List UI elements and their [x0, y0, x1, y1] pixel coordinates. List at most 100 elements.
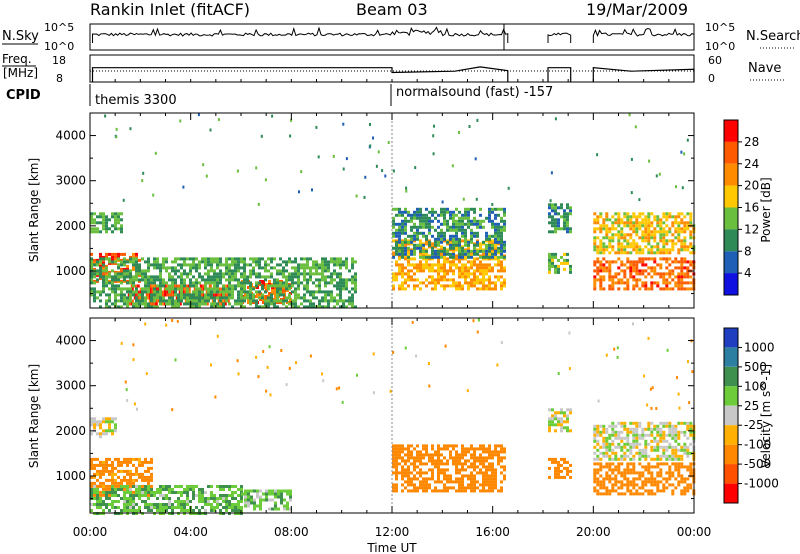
- power-cell: [503, 281, 506, 285]
- power-cell: [443, 263, 446, 267]
- power-cell: [644, 269, 648, 273]
- velocity-cell: [156, 503, 159, 506]
- velocity-cell: [488, 450, 491, 454]
- velocity-cell: [605, 427, 609, 431]
- power-cell: [440, 240, 443, 244]
- power-cell: [497, 225, 500, 229]
- power-cell: [198, 302, 201, 306]
- power-cell: [168, 299, 171, 303]
- velocity-cell: [482, 489, 485, 493]
- power-cell: [650, 236, 654, 240]
- power-cell: [267, 284, 270, 288]
- power-cell: [455, 228, 458, 232]
- power-cell: [183, 257, 186, 261]
- velocity-noise-cell: [132, 343, 135, 347]
- power-cell: [644, 221, 648, 225]
- power-cell: [123, 257, 126, 261]
- velocity-cell: [419, 486, 422, 490]
- power-cell: [557, 258, 560, 262]
- velocity-cell: [482, 462, 485, 466]
- power-cell: [647, 248, 651, 252]
- power-cell: [345, 278, 348, 282]
- velocity-cell: [210, 509, 213, 512]
- power-cell: [117, 221, 120, 225]
- power-cell: [192, 266, 195, 270]
- power-cell: [216, 257, 219, 261]
- power-cell: [192, 296, 195, 300]
- power-cell: [285, 260, 288, 264]
- power-cell: [249, 269, 252, 273]
- power-cell: [491, 243, 494, 247]
- velocity-cell: [560, 469, 563, 473]
- velocity-cell: [614, 424, 618, 428]
- power-cell: [422, 263, 425, 267]
- velocity-cell: [641, 436, 645, 440]
- velocity-cell: [171, 491, 174, 494]
- power-cell: [689, 215, 693, 219]
- power-cell: [425, 251, 428, 255]
- power-cell: [318, 299, 321, 303]
- power-cell: [458, 228, 461, 232]
- power-cell: [602, 221, 606, 225]
- power-cell: [90, 215, 93, 219]
- power-cell: [192, 290, 195, 294]
- power-cell: [303, 296, 306, 300]
- power-cell: [686, 272, 690, 276]
- power-cell: [240, 272, 243, 276]
- velocity-cell: [440, 453, 443, 457]
- velocity-cell: [398, 456, 401, 460]
- power-cell: [300, 296, 303, 300]
- velocity-cell: [467, 474, 470, 478]
- power-cell: [443, 287, 446, 291]
- power-cell: [234, 257, 237, 261]
- power-cell: [132, 290, 135, 294]
- velocity-cell: [144, 491, 147, 494]
- velocity-cell: [608, 462, 612, 466]
- power-cell: [611, 236, 615, 240]
- power-cell: [93, 218, 96, 222]
- velocity-cell: [114, 429, 117, 433]
- power-cell: [644, 275, 648, 279]
- power-cell: [650, 257, 654, 261]
- velocity-cell: [129, 497, 132, 500]
- power-cell: [132, 281, 135, 285]
- velocity-noise-cell: [597, 399, 600, 403]
- velocity-cell: [686, 427, 690, 431]
- power-cell: [291, 281, 294, 285]
- velocity-cell: [401, 477, 404, 481]
- velocity-cell: [659, 436, 663, 440]
- power-cell: [632, 224, 636, 228]
- velocity-cell: [192, 488, 195, 491]
- velocity-cell: [629, 489, 633, 493]
- power-cell: [213, 269, 216, 273]
- velocity-cell: [407, 456, 410, 460]
- power-cell: [342, 260, 345, 264]
- power-cell: [635, 272, 639, 276]
- power-cell: [644, 218, 648, 222]
- power-cell: [111, 278, 114, 282]
- power-cell: [593, 227, 597, 231]
- power-cell: [150, 296, 153, 300]
- power-cell: [680, 257, 684, 261]
- velocity-cell: [132, 472, 135, 476]
- power-cell: [566, 261, 569, 265]
- velocity-cell: [602, 451, 606, 455]
- velocity-cell: [677, 448, 681, 452]
- velocity-cell: [671, 427, 675, 431]
- power-cell: [617, 221, 621, 225]
- power-cell: [644, 236, 648, 240]
- power-cell: [309, 302, 312, 306]
- power-cell: [249, 296, 252, 300]
- power-cell: [419, 263, 422, 267]
- velocity-cell: [689, 430, 693, 434]
- velocity-cell: [569, 408, 572, 412]
- power-cell: [177, 302, 180, 306]
- power-cell: [458, 255, 461, 259]
- power-cell: [243, 299, 246, 303]
- velocity-cell: [605, 471, 609, 475]
- velocity-cell: [605, 436, 609, 440]
- velocity-cell: [683, 451, 687, 455]
- power-cell: [593, 230, 597, 234]
- power-cell: [446, 260, 449, 264]
- velocity-cell: [443, 489, 446, 493]
